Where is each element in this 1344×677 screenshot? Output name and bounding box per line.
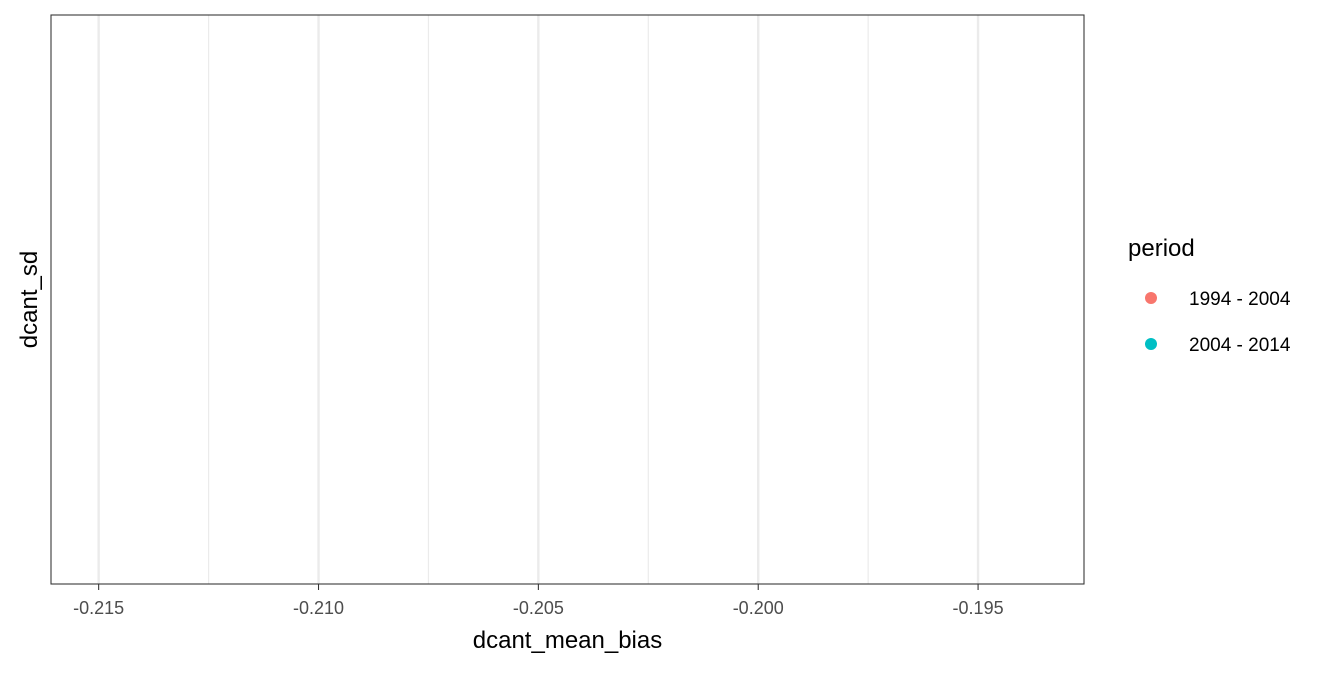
legend-item: 1994 - 2004 xyxy=(1145,289,1291,310)
legend-label: 1994 - 2004 xyxy=(1189,289,1291,310)
y-axis-title: dcant_sd xyxy=(16,251,43,348)
plot-panel xyxy=(50,14,1085,585)
x-axis-title: dcant_mean_bias xyxy=(473,627,662,654)
panel-background xyxy=(51,15,1084,584)
legend-items: 1994 - 2004 2004 - 2014 xyxy=(1145,289,1291,356)
legend-key xyxy=(1145,292,1157,304)
legend-key xyxy=(1145,338,1157,350)
x-tick-label: -0.210 xyxy=(293,598,344,618)
major-gridlines xyxy=(97,15,980,584)
x-axis-tick-labels: -0.215 -0.210 -0.205 -0.200 -0.195 xyxy=(73,598,1003,618)
x-tick-label: -0.195 xyxy=(953,598,1004,618)
legend-item: 2004 - 2014 xyxy=(1145,335,1291,356)
legend: period 1994 - 2004 2004 - 2014 xyxy=(1128,235,1291,356)
x-tick-label: -0.215 xyxy=(73,598,124,618)
legend-label: 2004 - 2014 xyxy=(1189,335,1291,356)
x-tick-label: -0.200 xyxy=(733,598,784,618)
minor-gridlines xyxy=(207,15,869,584)
x-tick-label: -0.205 xyxy=(513,598,564,618)
x-axis-ticks xyxy=(98,584,979,590)
panel-border xyxy=(50,14,1085,585)
legend-title: period xyxy=(1128,235,1195,262)
x-axis: -0.215 -0.210 -0.205 -0.200 -0.195 xyxy=(73,584,1004,618)
